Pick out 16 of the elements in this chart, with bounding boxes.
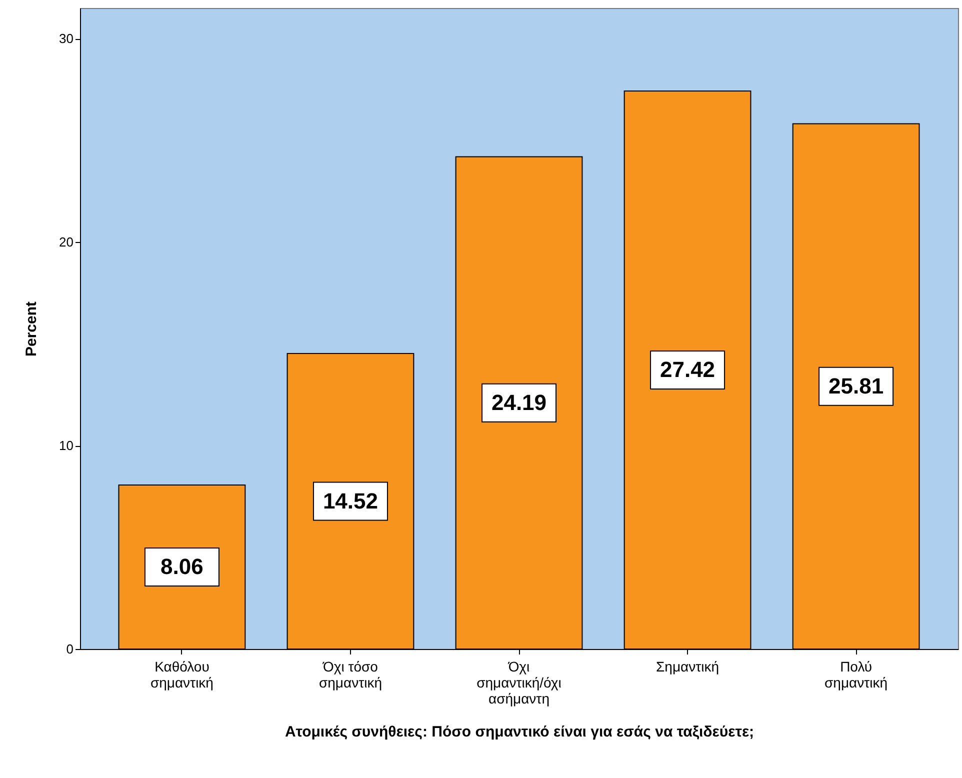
x-tick-label: Όχι σημαντική/όχι ασήμαντη: [476, 658, 562, 706]
y-tick-label: 10: [59, 438, 74, 454]
x-axis-title: Ατομικές συνήθειες: Πόσο σημαντικό είναι για εσάς να ταξιδεύετε;: [284, 724, 754, 740]
data-label: 8.06: [160, 554, 204, 579]
y-tick-label: 20: [59, 234, 74, 250]
x-tick-label: Καθόλου σημαντική: [150, 658, 214, 690]
data-label: 14.52: [322, 488, 378, 514]
y-axis-title: Percent: [23, 301, 40, 357]
data-label: 27.42: [660, 357, 716, 382]
x-tick-label: Σημαντική: [656, 658, 720, 674]
x-tick-label: Όχι τόσο σημαντική: [318, 658, 382, 690]
y-tick-label: 0: [66, 642, 74, 656]
y-tick-label: 30: [59, 31, 74, 46]
x-tick-label: Πολύ σημαντική: [824, 658, 888, 690]
data-label: 25.81: [828, 373, 884, 398]
data-label: 24.19: [491, 390, 547, 415]
